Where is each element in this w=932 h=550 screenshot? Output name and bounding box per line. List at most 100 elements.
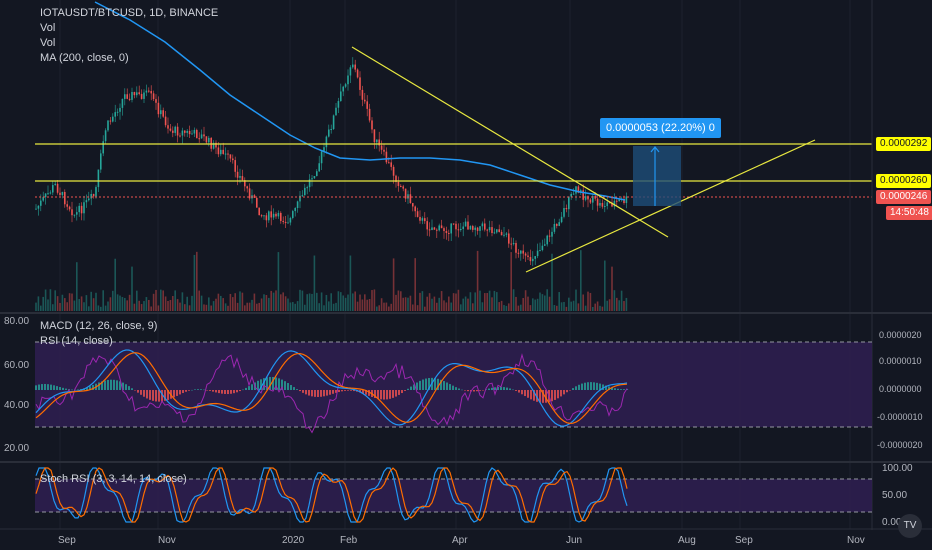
macd-title[interactable]: MACD (12, 26, close, 9) — [40, 320, 158, 332]
price-tag-292: 0.0000292 — [876, 137, 932, 151]
candle-body — [172, 130, 174, 133]
volume-bar — [184, 304, 186, 311]
volume-bar — [244, 305, 246, 311]
macd-histogram-bar — [131, 388, 133, 390]
candle-body — [157, 102, 160, 115]
volume-bar — [356, 301, 359, 311]
candle-body — [256, 197, 258, 208]
volume-bar — [378, 305, 380, 311]
volume-bar — [373, 289, 376, 311]
candle-body — [73, 214, 76, 216]
macd-histogram-bar — [281, 379, 283, 390]
macd-histogram-bar — [41, 384, 43, 390]
macd-histogram-bar — [50, 384, 52, 390]
macd-histogram-bar — [398, 390, 400, 395]
tradingview-logo-icon[interactable]: TV — [898, 514, 922, 538]
volume-bar — [455, 293, 457, 311]
candle-body — [42, 197, 44, 201]
candle-body — [419, 216, 421, 221]
candle-body — [414, 206, 416, 212]
macd-histogram-bar — [185, 390, 187, 392]
time-label-sep: Sep — [58, 535, 76, 546]
macd-histogram-bar — [65, 388, 67, 390]
macd-histogram-bar — [386, 390, 388, 400]
price-tag-current: 0.0000246 — [876, 190, 932, 204]
time-label-apr: Apr — [452, 535, 468, 546]
volume-bar — [102, 290, 104, 311]
candle-body — [522, 250, 524, 254]
candle-body — [287, 222, 289, 224]
volume-bar — [510, 252, 512, 311]
volume-bar — [462, 298, 464, 311]
macd-axis-label-2: 0.0000010 — [879, 356, 922, 366]
candle-body — [224, 153, 227, 155]
indicator-vol-1[interactable]: Vol — [40, 22, 56, 34]
macd-histogram-bar — [422, 379, 424, 390]
macd-histogram-bar — [353, 390, 355, 392]
symbol-title[interactable]: IOTAUSDT/BTCUSD, 1D, BINANCE — [40, 7, 219, 19]
candle-body — [128, 98, 131, 100]
macd-histogram-bar — [197, 389, 199, 390]
candle-body — [452, 223, 455, 225]
macd-histogram-bar — [467, 390, 469, 392]
volume-bar — [306, 294, 308, 311]
macd-histogram-bar — [101, 381, 103, 390]
candle-body — [162, 110, 164, 117]
candle-body — [599, 203, 601, 206]
stoch-d-line — [35, 467, 628, 523]
volume-bar — [457, 289, 460, 311]
volume-bar — [80, 296, 83, 311]
volume-bar — [234, 293, 236, 311]
price-range-box[interactable] — [633, 146, 681, 206]
volume-bar — [205, 304, 208, 311]
candle-body — [136, 92, 138, 96]
macd-histogram-bar — [425, 378, 427, 390]
volume-bar — [174, 290, 176, 311]
volume-bar — [232, 297, 234, 311]
volume-bar — [292, 302, 294, 311]
volume-bar — [539, 292, 541, 311]
macd-histogram-bar — [167, 390, 169, 400]
indicator-ma[interactable]: MA (200, close, 0) — [40, 52, 129, 64]
rsi-title[interactable]: RSI (14, close) — [40, 335, 113, 347]
candle-body — [486, 229, 488, 231]
candle-body — [524, 253, 527, 256]
descending-trendline[interactable] — [351, 46, 669, 238]
candle-body — [354, 64, 356, 70]
candle-body — [385, 151, 388, 163]
macd-histogram-bar — [407, 388, 409, 390]
volume-bar — [148, 299, 150, 311]
candle-body — [71, 209, 73, 216]
volume-bar — [284, 296, 287, 311]
volume-bar — [126, 300, 128, 311]
macd-histogram-bar — [401, 390, 403, 394]
macd-histogram-bar — [518, 390, 520, 393]
volume-bar — [412, 304, 414, 311]
indicator-vol-2[interactable]: Vol — [40, 37, 56, 49]
volume-bar — [496, 292, 498, 311]
candle-body — [438, 225, 440, 231]
candle-body — [196, 129, 198, 139]
candle-body — [56, 183, 59, 193]
candle-body — [155, 99, 157, 103]
candle-body — [611, 202, 613, 207]
time-label-2020: 2020 — [282, 535, 305, 546]
candle-body — [148, 90, 150, 92]
volume-bar — [73, 300, 76, 311]
macd-histogram-bar — [434, 378, 436, 390]
volume-bar — [400, 291, 402, 311]
macd-histogram-bar — [488, 388, 490, 390]
stoch-title[interactable]: Stoch RSI (3, 3, 14, 14, close) — [40, 473, 187, 485]
volume-bar — [541, 294, 544, 311]
macd-histogram-bar — [257, 380, 259, 390]
candle-body — [395, 175, 397, 182]
volume-bar — [524, 290, 527, 311]
candle-body — [133, 92, 136, 96]
volume-bar — [553, 305, 556, 311]
volume-bar — [337, 291, 340, 311]
macd-histogram-bar — [491, 387, 493, 390]
candle-body — [299, 195, 301, 202]
candle-body — [436, 229, 438, 231]
volume-bar — [479, 290, 481, 311]
